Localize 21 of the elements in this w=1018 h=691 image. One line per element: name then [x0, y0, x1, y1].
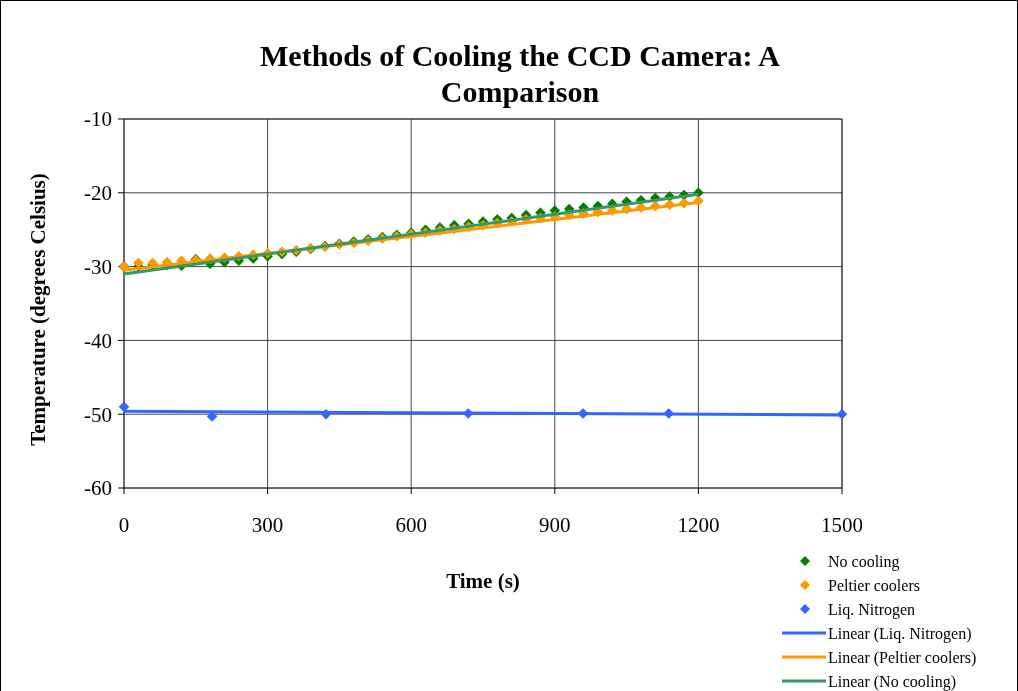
x-tick-label: 1200 [677, 513, 720, 537]
x-tick-label: 1500 [821, 513, 863, 537]
y-tick-label: -10 [84, 107, 112, 132]
legend-label: Linear (Peltier coolers) [828, 648, 977, 667]
y-tick-label: -30 [84, 254, 112, 279]
y-tick-label: -40 [84, 328, 112, 353]
x-tick-label: 900 [539, 513, 571, 537]
legend-label: Linear (Liq. Nitrogen) [828, 624, 972, 643]
y-tick-label: -50 [84, 402, 112, 427]
legend-label: No cooling [828, 552, 900, 571]
y-tick-label: -20 [84, 181, 112, 206]
y-axis-title: Temperature (degrees Celsius) [26, 173, 50, 446]
x-axis-title: Time (s) [446, 569, 520, 593]
y-tick-label: -60 [84, 476, 112, 501]
x-tick-label: 0 [118, 513, 130, 537]
legend-label: Liq. Nitrogen [828, 600, 916, 619]
chart-title: Methods of Cooling the CCD Camera: A Comparison [260, 39, 781, 108]
legend-label: Linear (No cooling) [828, 672, 956, 691]
x-tick-label: 300 [251, 513, 284, 537]
legend-label: Peltier coolers [828, 576, 920, 594]
x-tick-label: 600 [395, 513, 427, 537]
